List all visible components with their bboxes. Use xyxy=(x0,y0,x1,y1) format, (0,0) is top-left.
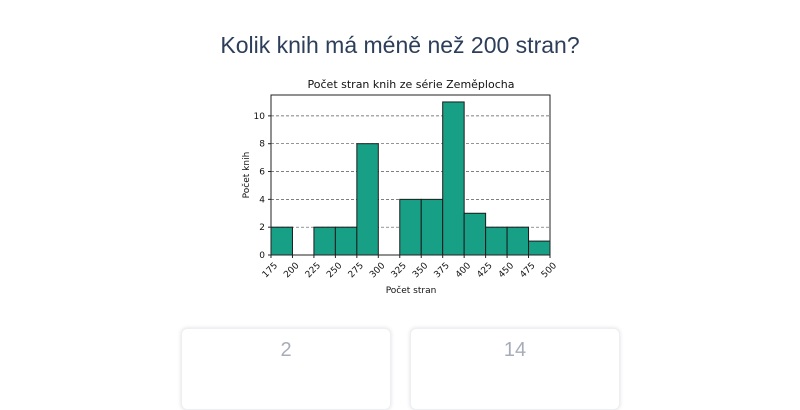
answer-option-1-label: 2 xyxy=(280,339,292,361)
y-tick-label: 0 xyxy=(259,251,265,261)
x-axis-label: Počet stran xyxy=(386,285,437,296)
histogram-bar-325-350 xyxy=(399,198,422,256)
histogram-bar-225-250 xyxy=(313,226,336,256)
x-tick-label: 200 xyxy=(282,261,301,280)
y-axis-ticks: 0 2 4 6 8 10 xyxy=(254,112,271,261)
question-title: Kolik knih má méně než 200 stran? xyxy=(220,32,580,58)
y-tick-label: 8 xyxy=(259,140,265,150)
histogram-bar-250-275 xyxy=(334,226,358,256)
histogram-bar-400-425 xyxy=(463,212,487,256)
x-tick-label: 450 xyxy=(497,261,516,280)
x-tick-label: 275 xyxy=(347,261,366,280)
answer-option-2[interactable]: 14 xyxy=(410,328,620,410)
histogram-bar-350-375 xyxy=(420,198,444,256)
histogram-bar-175-200 xyxy=(270,226,293,256)
x-tick-label: 475 xyxy=(518,261,537,280)
x-tick-label: 500 xyxy=(540,261,559,280)
x-tick-label: 325 xyxy=(390,261,409,280)
histogram-bar-450-475 xyxy=(506,226,530,256)
x-tick-label: 225 xyxy=(304,261,323,280)
x-tick-label: 375 xyxy=(433,261,452,280)
x-axis-ticks: 175 200 225 250 275 300 325 350 375 400 425 450 475 5… xyxy=(261,255,559,280)
chart-title: Počet stran knih ze série Zeměplocha xyxy=(308,78,515,91)
y-axis-label: Počet knih xyxy=(241,152,252,199)
x-tick-label: 425 xyxy=(475,261,494,280)
histogram-bar-475-500 xyxy=(528,240,551,256)
y-tick-label: 4 xyxy=(259,195,265,205)
y-tick-label: 10 xyxy=(254,112,266,122)
answer-option-2-label: 14 xyxy=(503,339,527,361)
histogram-bar-425-450 xyxy=(485,226,508,256)
x-tick-label: 400 xyxy=(454,261,473,280)
x-tick-label: 300 xyxy=(368,261,387,280)
answer-option-1[interactable]: 2 xyxy=(181,328,391,410)
histogram-chart: Počet stran knih ze série Zeměplocha 0 2 4… xyxy=(241,78,559,296)
y-tick-label: 2 xyxy=(259,223,265,233)
x-tick-label: 250 xyxy=(325,261,344,280)
x-tick-label: 350 xyxy=(411,261,430,280)
x-tick-label: 175 xyxy=(261,261,280,280)
histogram-bar-275-300 xyxy=(356,143,379,256)
histogram-bar-375-400 xyxy=(442,101,465,256)
y-tick-label: 6 xyxy=(259,168,265,178)
plot-frame xyxy=(270,94,551,256)
histogram-bars xyxy=(270,101,551,256)
